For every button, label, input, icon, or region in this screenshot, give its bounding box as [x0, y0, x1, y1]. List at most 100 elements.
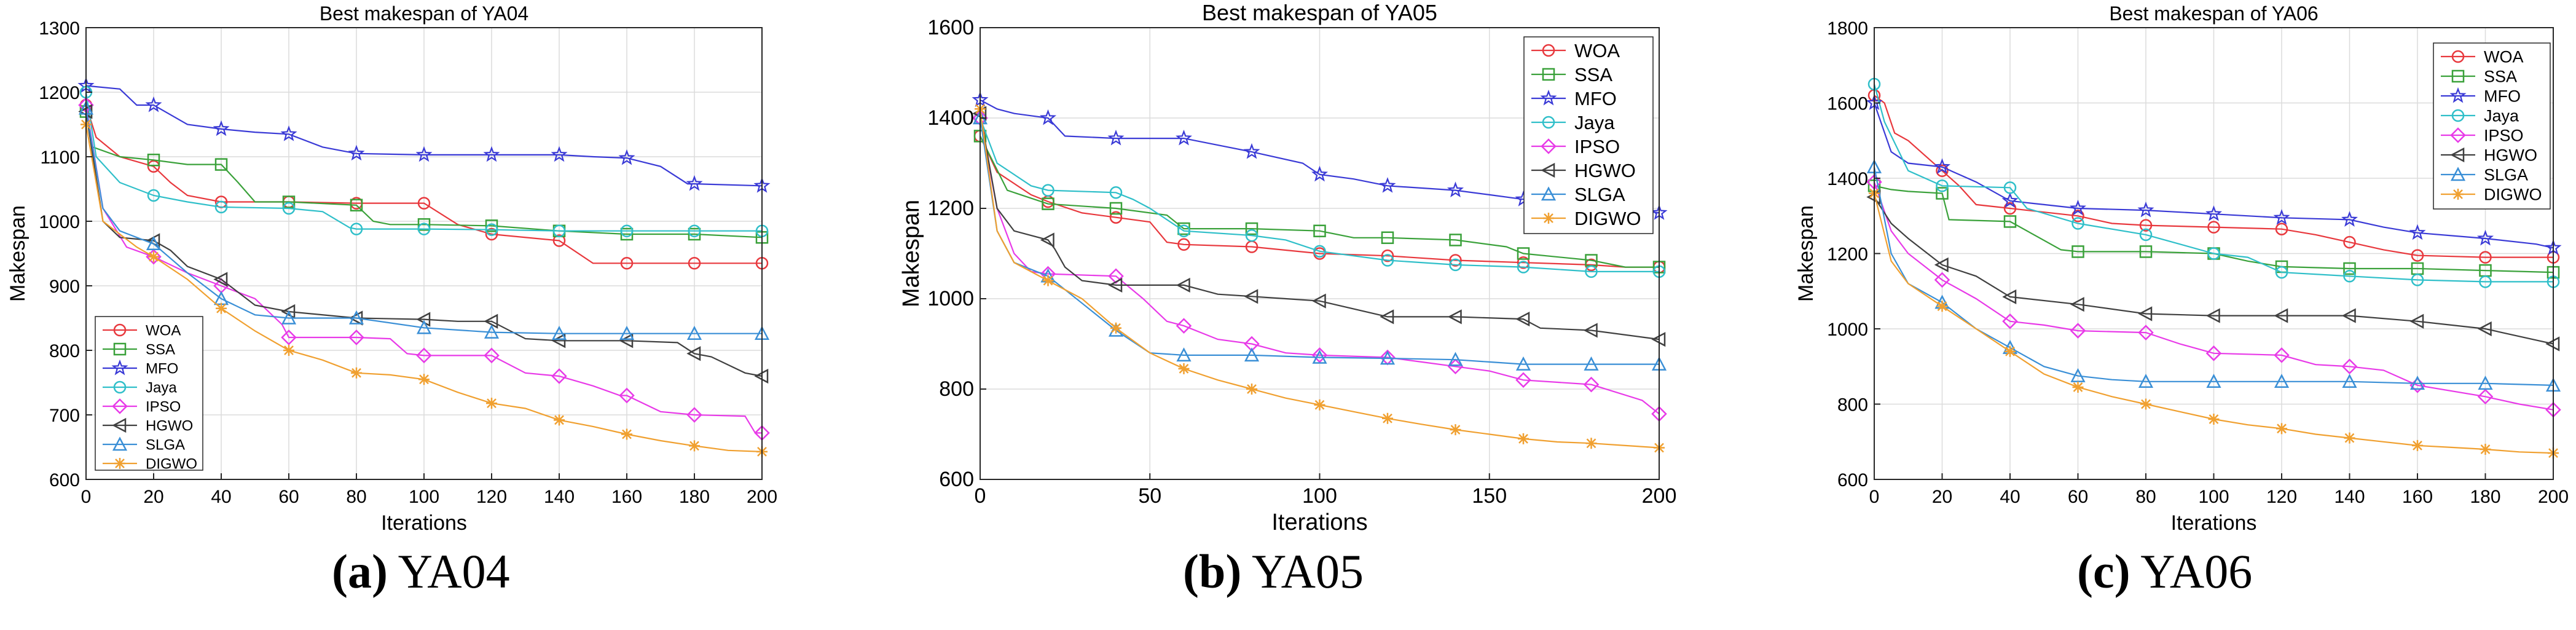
marker-hgwo: [2002, 289, 2017, 305]
marker-mfo: [1176, 129, 1192, 146]
legend-label-digwo: DIGWO: [2484, 186, 2542, 204]
marker-woa: [2275, 222, 2288, 235]
marker-mfo: [1934, 158, 1950, 175]
series-jaya: [79, 85, 769, 237]
legend-label-slga: SLGA: [146, 437, 185, 454]
chart-title-ya05: Best makespan of YA05: [1202, 0, 1437, 25]
marker-hgwo: [551, 333, 566, 348]
marker-ipso: [281, 329, 297, 345]
marker-hgwo: [213, 272, 228, 287]
legend-ya04: WOA SSA MFO Jaya IPSO HGWO SLGA DIGWO: [95, 316, 203, 473]
legend-label-hgwo: HGWO: [146, 418, 193, 435]
caption-ya05: (b) YA05: [1183, 545, 1364, 598]
marker-mfo: [1311, 165, 1328, 182]
marker-jaya: [282, 202, 296, 215]
marker-woa: [1449, 254, 1462, 267]
marker-hgwo: [1380, 309, 1394, 325]
line-digwo: [1873, 193, 2554, 454]
marker-digwo: [2208, 414, 2220, 425]
marker-ssa: [1245, 222, 1259, 235]
marker-jaya: [1245, 229, 1259, 242]
y-tick-label: 1000: [1827, 320, 1868, 340]
legend-marker-woa: [1542, 44, 1555, 57]
legend-marker-jaya: [2451, 109, 2465, 122]
marker-ssa: [1042, 197, 1054, 210]
marker-hgwo: [2477, 321, 2492, 337]
marker-mfo: [2476, 229, 2494, 246]
legend-marker-woa: [113, 323, 127, 337]
marker-jaya: [417, 222, 431, 235]
marker-digwo: [1585, 438, 1597, 449]
legend-marker-ipso: [2450, 127, 2466, 143]
marker-hgwo: [2409, 313, 2424, 329]
marker-hgwo: [2138, 306, 2153, 321]
marker-hgwo: [281, 304, 296, 320]
y-tick-label: 1600: [927, 16, 974, 39]
marker-ipso: [1176, 318, 1192, 334]
marker-digwo: [1246, 384, 1257, 395]
y-tick-label: 1200: [927, 197, 974, 220]
marker-jaya: [2071, 217, 2084, 230]
marker-ipso: [1447, 358, 1464, 375]
marker-hgwo: [2070, 297, 2084, 312]
marker-digwo: [621, 428, 632, 440]
marker-slga: [484, 324, 500, 339]
marker-digwo: [1178, 363, 1190, 374]
y-tick-label: 1400: [927, 106, 974, 130]
marker-digwo: [1450, 424, 1461, 436]
x-tick-label: 160: [611, 487, 642, 507]
marker-slga: [1244, 347, 1260, 362]
marker-slga: [1515, 356, 1531, 371]
marker-mfo: [1243, 143, 1260, 159]
x-tick-label: 80: [2135, 487, 2156, 507]
marker-ipso: [2341, 358, 2358, 375]
marker-jaya: [1177, 224, 1190, 237]
marker-mfo: [1107, 129, 1125, 146]
marker-hgwo: [1311, 293, 1326, 309]
marker-ipso: [1108, 268, 1124, 285]
legend-ya05: WOA SSA MFO Jaya IPSO HGWO SLGA DIGWO: [1523, 36, 1654, 234]
x-tick-label: 20: [1932, 487, 1952, 507]
y-tick-label: 900: [49, 277, 80, 297]
y-tick-label: 1000: [927, 287, 974, 310]
x-tick-label: 0: [1869, 487, 1880, 507]
caption-ya06: (c) YA06: [2077, 545, 2253, 598]
line-digwo: [979, 109, 1660, 449]
marker-woa: [147, 160, 160, 173]
y-tick-label: 1600: [1827, 94, 1868, 114]
marker-hgwo: [1108, 277, 1123, 293]
legend-marker-mfo: [2449, 87, 2467, 103]
x-axis-label-ya05: Iterations: [1271, 510, 1367, 535]
marker-mfo: [348, 144, 365, 161]
marker-slga: [1312, 349, 1327, 364]
marker-slga: [2274, 374, 2290, 388]
legend-marker-slga: [112, 436, 128, 451]
marker-slga: [2138, 374, 2154, 388]
marker-woa: [2479, 251, 2492, 264]
marker-ipso: [2274, 347, 2290, 363]
x-tick-label: 80: [346, 487, 366, 507]
x-tick-label: 140: [544, 487, 575, 507]
legend-marker-ssa: [1542, 68, 1555, 81]
legend-label-digwo: DIGWO: [1574, 208, 1641, 229]
marker-digwo: [2005, 345, 2016, 357]
marker-hgwo: [2274, 308, 2288, 323]
legend-marker-digwo: [1543, 213, 1554, 224]
y-tick-label: 800: [49, 341, 80, 361]
x-tick-label: 200: [747, 487, 777, 507]
legend-marker-ssa: [113, 342, 127, 356]
legend-label-slga: SLGA: [2484, 166, 2528, 184]
y-tick-label: 1400: [1827, 169, 1868, 189]
marker-ssa: [282, 195, 296, 208]
legend-label-jaya: Jaya: [1574, 112, 1615, 133]
x-tick-label: 160: [2402, 487, 2433, 507]
marker-woa: [1109, 211, 1123, 224]
marker-digwo: [216, 302, 227, 314]
marker-jaya: [1585, 265, 1598, 278]
legend-marker-digwo: [2452, 189, 2464, 200]
y-axis-label-ya04: Makespan: [6, 205, 29, 302]
x-tick-label: 140: [2334, 487, 2365, 507]
series-digwo: [975, 103, 1665, 454]
line-woa: [1874, 95, 2553, 258]
marker-slga: [146, 236, 162, 250]
